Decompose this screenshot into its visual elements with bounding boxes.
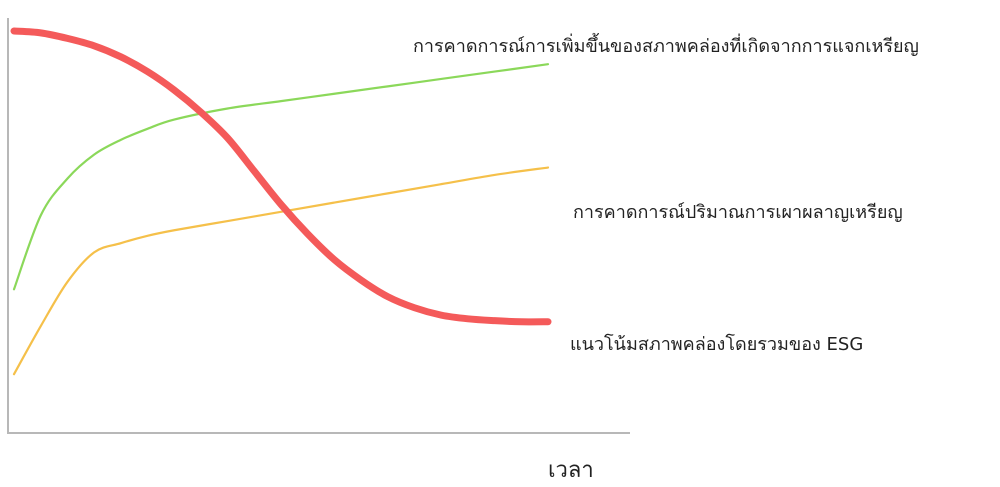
series-label-token-burn: การคาดการณ์ปริมาณการเผาผลาญเหรียญ — [573, 202, 903, 223]
series-label-overall-liquidity-trend: แนวโน้มสภาพคล่องโดยรวมของ ESG — [570, 334, 864, 355]
series-line-liquidity-increase — [12, 63, 550, 291]
x-axis-title: เวลา — [548, 458, 594, 483]
series-layer — [10, 27, 552, 376]
series-label-liquidity-increase: การคาดการณ์การเพิ่มขึ้นของสภาพคล่องที่เก… — [413, 36, 919, 57]
series-line-overall-liquidity-trend — [10, 27, 552, 326]
series-line-token-burn — [12, 166, 550, 376]
